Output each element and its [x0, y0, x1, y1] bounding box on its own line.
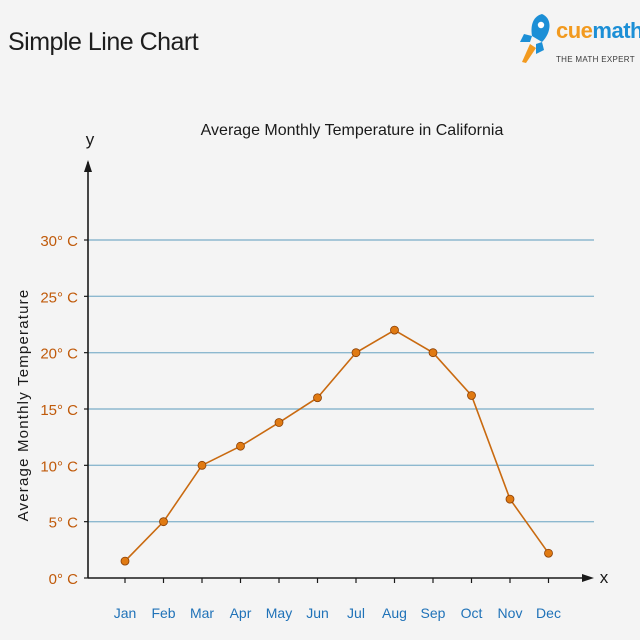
data-point-may [274, 418, 284, 427]
data-point-aug [390, 325, 399, 335]
chart-title: Average Monthly Temperature in Californi… [201, 122, 504, 139]
y-tick-label: 5° C [49, 515, 79, 532]
data-point-nov [505, 494, 515, 504]
x-tick-label: Feb [151, 605, 175, 621]
y-tick-label: 30° C [40, 233, 78, 250]
x-tick-label: Oct [461, 605, 483, 621]
rocket-icon [520, 14, 550, 63]
y-tick-label: 0° C [49, 571, 79, 588]
y-axis-title: Average Monthly Temperature [15, 289, 32, 522]
data-point-sep [428, 348, 438, 358]
y-tick-label: 20° C [40, 346, 78, 363]
y-tick-labels: 0° C 5° C 10° C 15° C 20° C 25° C 30° C [40, 233, 78, 588]
y-axis-arrow-icon [84, 160, 92, 172]
x-tick-label: Nov [498, 605, 523, 621]
x-tick-label: May [266, 605, 292, 621]
x-tick-label: Dec [536, 605, 561, 621]
data-point-jan [120, 556, 130, 566]
data-point-dec [544, 548, 553, 558]
x-tick-label: Jul [347, 605, 365, 621]
x-tick-labels: Jan Feb Mar Apr May Jun Jul Aug Sep Oct Nov Dec [114, 605, 561, 621]
x-tick-label: Jan [114, 605, 137, 621]
axes [84, 160, 594, 583]
y-tick-label: 25° C [40, 289, 78, 306]
y-tick-label: 15° C [40, 402, 78, 419]
series-line [124, 329, 550, 562]
y-tick-label: 10° C [40, 458, 78, 475]
x-tick-label: Aug [382, 605, 407, 621]
grid-lines [88, 239, 594, 523]
x-tick-label: Mar [190, 605, 214, 621]
x-tick-label: Sep [421, 605, 446, 621]
y-axis-letter: y [86, 130, 95, 149]
logo-wordmark: cuemath [556, 18, 640, 43]
page-title: Simple Line Chart [8, 28, 199, 56]
logo-tagline: THE MATH EXPERT [556, 55, 635, 64]
data-series [124, 329, 550, 562]
data-point-feb [159, 517, 168, 527]
x-tick-label: Jun [306, 605, 329, 621]
x-tick-label: Apr [230, 605, 252, 621]
x-axis-letter: x [600, 568, 609, 587]
data-point-apr [236, 441, 245, 451]
data-point-jul [351, 348, 361, 358]
brand-logo: cuemath THE MATH EXPERT [512, 10, 640, 72]
data-point-oct [467, 391, 476, 400]
data-point-mar [197, 460, 207, 470]
data-point-jun [313, 393, 322, 403]
data-points [120, 325, 553, 566]
x-axis-arrow-icon [582, 574, 594, 582]
